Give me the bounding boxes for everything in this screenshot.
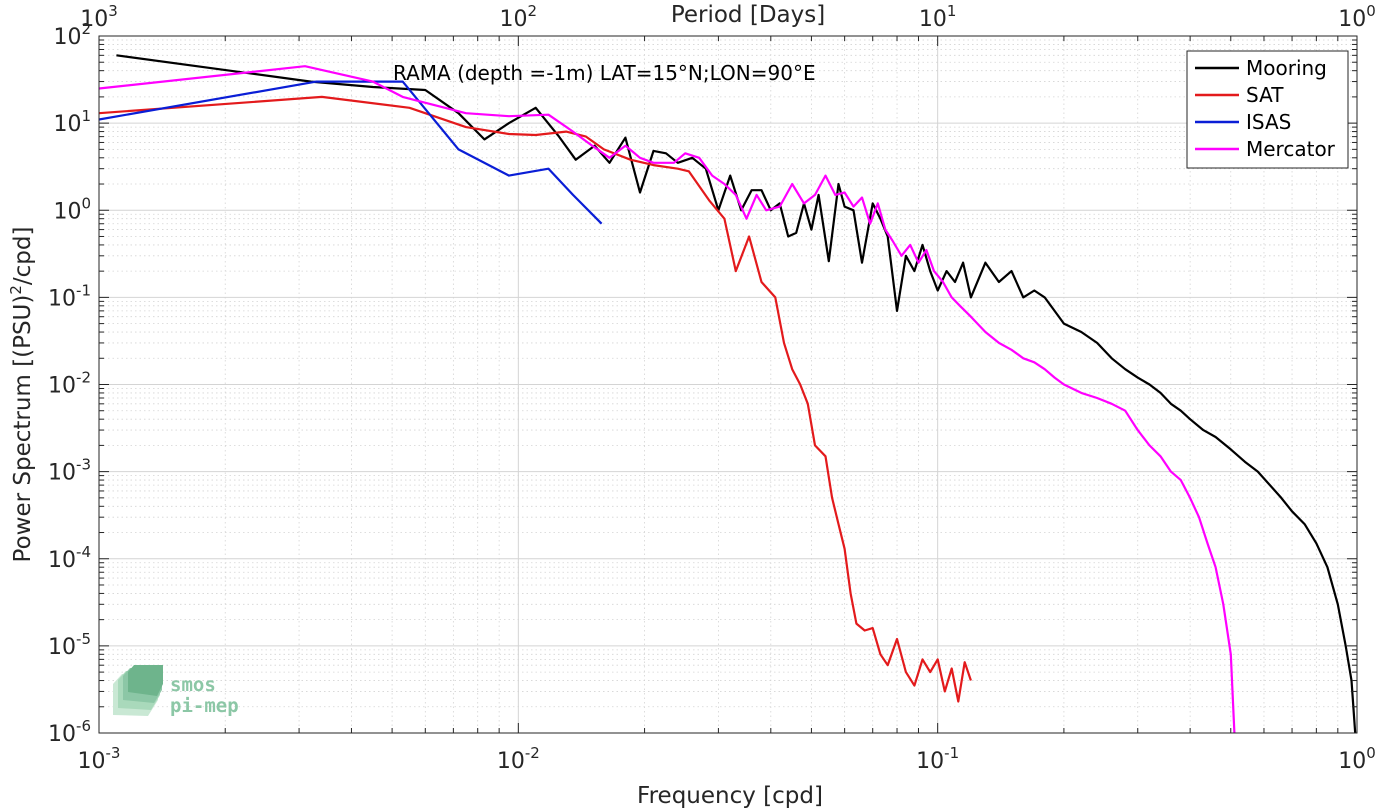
x-tick-label: 10-3 — [78, 744, 121, 774]
legend-label-sat: SAT — [1246, 83, 1284, 107]
legend-label-mercator: Mercator — [1246, 137, 1336, 161]
series-lines — [98, 54, 1357, 734]
x-tick-label: 10-2 — [497, 744, 540, 774]
top-tick-label: 100 — [1338, 2, 1376, 32]
y-tick-label: 101 — [53, 107, 91, 137]
y-tick-label: 102 — [53, 20, 91, 50]
y-tick-label: 10-1 — [48, 281, 91, 311]
top-tick-label: 102 — [500, 2, 538, 32]
y-axis-title: Power Spectrum [(PSU)2/cpd] — [7, 227, 36, 563]
logo-emblem-icon — [113, 665, 163, 716]
logo-text-smos: smos — [170, 674, 216, 696]
x-tick-label: 10-1 — [916, 744, 959, 774]
series-line-mooring — [116, 54, 1357, 734]
y-tick-label: 10-5 — [48, 630, 91, 660]
major-gridlines — [99, 36, 1357, 733]
y-tick-label: 10-4 — [48, 543, 91, 573]
y-tick-label: 100 — [53, 194, 91, 224]
logo-text-pimep: pi-mep — [170, 695, 239, 717]
minor-gridlines — [99, 36, 1357, 733]
top-axis-title: Period [Days] — [671, 2, 825, 28]
x-tick-label: 100 — [1338, 744, 1376, 774]
y-tick-label: 10-2 — [48, 369, 91, 399]
legend-label-mooring: Mooring — [1246, 56, 1327, 80]
series-line-mercator — [98, 65, 1236, 734]
y-tick-label: 10-3 — [48, 456, 91, 486]
x-axis-title: Frequency [cpd] — [637, 783, 823, 809]
tick-marks — [98, 35, 1358, 734]
series-line-sat — [98, 95, 972, 703]
smos-pimep-logo: smos pi-mep — [113, 665, 239, 717]
y-tick-label: 10-6 — [48, 717, 91, 747]
series-line-isas — [98, 80, 603, 225]
legend-label-isas: ISAS — [1246, 110, 1291, 134]
chart-annotation: RAMA (depth =-1m) LAT=15°N;LON=90°E — [393, 61, 816, 85]
legend: Mooring SAT ISAS Mercator — [1186, 50, 1349, 169]
top-tick-label: 103 — [80, 2, 118, 32]
top-tick-label: 101 — [919, 2, 957, 32]
